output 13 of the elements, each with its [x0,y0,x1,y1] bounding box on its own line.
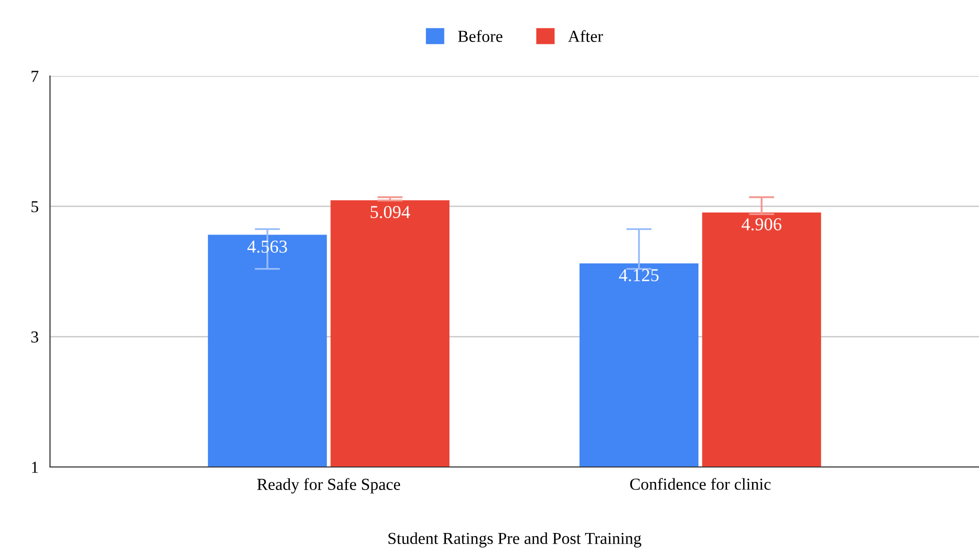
data-label: 4.125 [619,269,659,282]
x-axis-title: Student Ratings Pre and Post Training [388,532,642,548]
y-tick-label: 5 [32,201,38,212]
data-label: 4.563 [247,240,287,253]
data-label: 4.906 [742,218,782,230]
x-tick-label: Confidence for clinic [630,478,771,490]
legend-label: Before [458,30,502,42]
x-tick-label: Ready for Safe Space [257,478,400,494]
y-tick-label: 7 [32,70,38,82]
legend-label: After [568,30,603,42]
y-tick-label: 1 [32,462,38,473]
data-label: 5.094 [370,206,410,218]
y-tick-label: 3 [31,331,38,343]
